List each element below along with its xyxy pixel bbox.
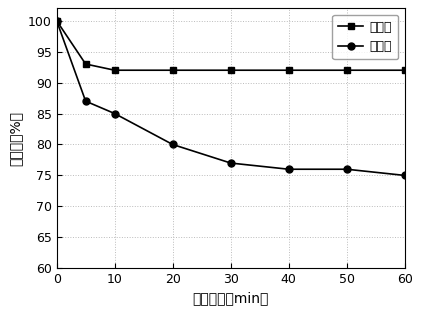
试验组 bbox=[228, 161, 233, 165]
对照组 bbox=[54, 19, 59, 23]
对照组 bbox=[112, 68, 117, 72]
试验组 bbox=[344, 167, 349, 171]
对照组 bbox=[83, 62, 88, 66]
试验组 bbox=[54, 19, 59, 23]
Legend: 对照组, 试验组: 对照组, 试验组 bbox=[332, 14, 399, 59]
试验组 bbox=[286, 167, 291, 171]
对照组 bbox=[228, 68, 233, 72]
试验组 bbox=[402, 174, 407, 177]
Line: 对照组: 对照组 bbox=[53, 17, 408, 74]
试验组 bbox=[170, 143, 175, 146]
X-axis label: 沉降时间（min）: 沉降时间（min） bbox=[192, 292, 269, 306]
对照组 bbox=[170, 68, 175, 72]
Y-axis label: 沉降比（%）: 沉降比（%） bbox=[8, 111, 22, 166]
对照组 bbox=[344, 68, 349, 72]
试验组 bbox=[83, 99, 88, 103]
对照组 bbox=[286, 68, 291, 72]
Line: 试验组: 试验组 bbox=[53, 17, 408, 179]
对照组 bbox=[402, 68, 407, 72]
试验组 bbox=[112, 112, 117, 116]
